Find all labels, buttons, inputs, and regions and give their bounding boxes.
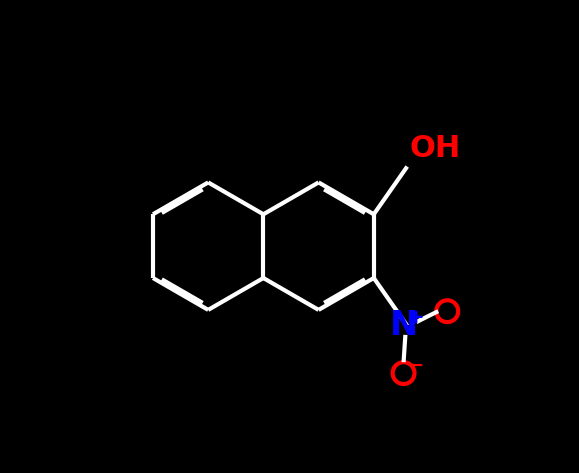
Text: OH: OH xyxy=(409,134,460,163)
Text: −: − xyxy=(408,356,424,375)
Text: +: + xyxy=(408,308,424,327)
Text: N: N xyxy=(390,309,417,342)
